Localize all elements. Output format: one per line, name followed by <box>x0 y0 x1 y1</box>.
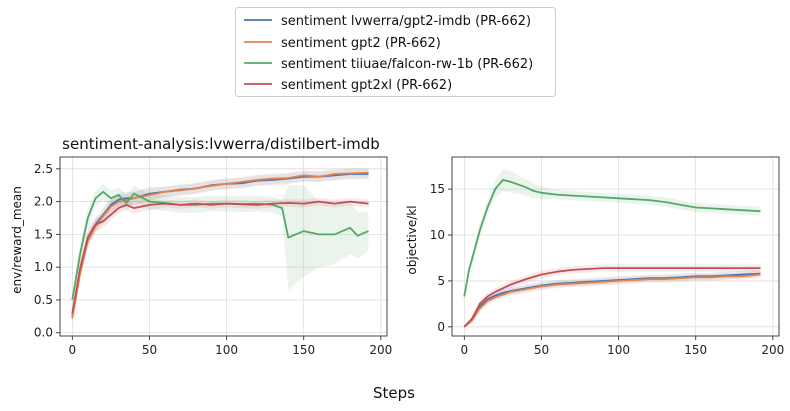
legend-frame <box>235 7 556 97</box>
reward-y-tick-label: 0.5 <box>34 293 53 307</box>
reward-axes-frame <box>59 156 388 337</box>
reward-panel-title: sentiment-analysis:lvwerra/distilbert-im… <box>62 135 380 153</box>
kl-band-lvwerra_gpt2_imdb <box>464 269 761 328</box>
reward-y-tick-label: 1.5 <box>34 227 53 241</box>
kl-y-tick-label: 10 <box>430 228 445 242</box>
reward-y-tick-label: 2.0 <box>34 195 53 209</box>
kl-panel: objective/kl 0 50 100 150 200 0 5 10 15 <box>405 156 784 357</box>
kl-band-gpt2 <box>464 270 761 328</box>
reward-line-gpt2 <box>71 171 369 319</box>
kl-line-falcon <box>463 178 761 297</box>
kl-line-gpt2 <box>463 273 761 328</box>
reward-band-falcon <box>72 183 369 306</box>
steps-x-label: Steps <box>373 384 415 402</box>
reward-x-tick-label: 150 <box>292 343 315 357</box>
kl-x-tick-label: 50 <box>534 343 549 357</box>
kl-y-tick-label: 15 <box>430 182 445 196</box>
legend-label-lvwerra: sentiment lvwerra/gpt2-imdb (PR-662) <box>281 14 531 29</box>
reward-x-tick-label: 200 <box>369 343 392 357</box>
legend-label-gpt2: sentiment gpt2 (PR-662) <box>281 36 441 51</box>
kl-x-tick-label: 200 <box>761 343 784 357</box>
kl-y-axis-label: objective/kl <box>405 205 419 274</box>
kl-band-falcon <box>464 168 761 300</box>
reward-y-axis-label: env/reward_mean <box>10 186 24 294</box>
legend-entry: sentiment gpt2 (PR-662) <box>244 36 441 51</box>
reward-x-tick-label: 0 <box>69 343 77 357</box>
kl-y-tick-label: 0 <box>437 320 445 334</box>
kl-x-tick-label: 0 <box>461 343 469 357</box>
reward-x-tick-label: 50 <box>142 343 157 357</box>
legend-entry: sentiment lvwerra/gpt2-imdb (PR-662) <box>244 14 531 29</box>
reward-y-tick-label: 0.0 <box>34 326 53 340</box>
kl-band-gpt2xl <box>464 264 761 328</box>
reward-line-gpt2xl <box>71 200 369 314</box>
kl-line-gpt2xl <box>463 267 761 328</box>
reward-y-tick-label: 2.5 <box>34 162 53 176</box>
kl-x-tick-label: 150 <box>684 343 707 357</box>
legend-label-falcon: sentiment tiiuae/falcon-rw-1b (PR-662) <box>281 57 533 72</box>
legend-entry: sentiment tiiuae/falcon-rw-1b (PR-662) <box>244 57 533 72</box>
legend: sentiment lvwerra/gpt2-imdb (PR-662) sen… <box>235 7 556 97</box>
reward-mean-panel: sentiment-analysis:lvwerra/distilbert-im… <box>10 135 392 357</box>
kl-y-tick-label: 5 <box>437 274 445 288</box>
kl-x-tick-label: 100 <box>607 343 630 357</box>
reward-x-tick-label: 100 <box>215 343 238 357</box>
legend-label-gpt2xl: sentiment gpt2xl (PR-662) <box>281 78 452 93</box>
kl-axes-frame <box>451 156 780 337</box>
kl-line-lvwerra_gpt2_imdb <box>463 272 761 328</box>
legend-entry: sentiment gpt2xl (PR-662) <box>244 78 452 93</box>
reward-y-tick-label: 1.0 <box>34 260 53 274</box>
